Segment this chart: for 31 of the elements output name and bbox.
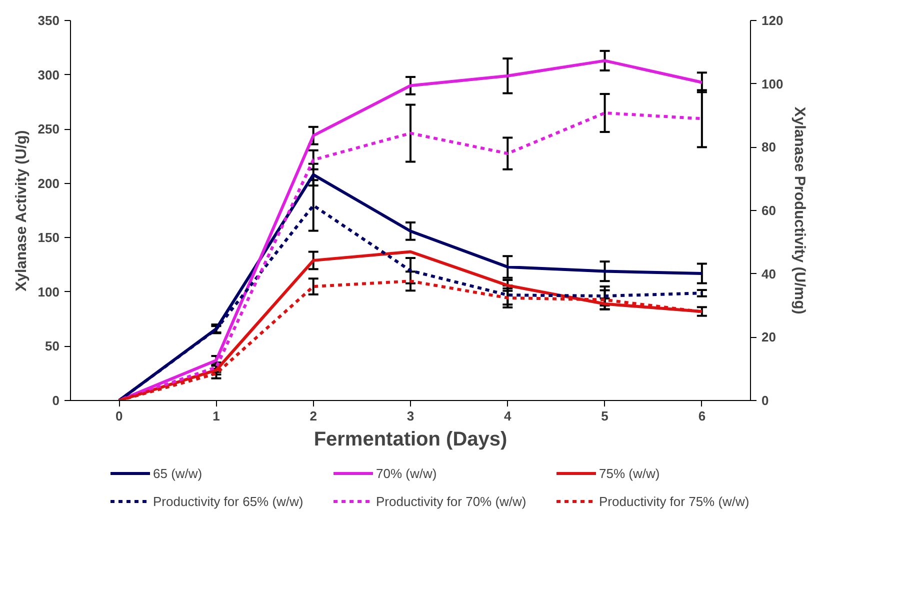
y2-tick-label: 0 [762, 393, 769, 408]
y2-tick-label: 100 [762, 76, 784, 92]
y2-tick-label: 60 [762, 203, 776, 218]
legend-label: Productivity for 75% (w/w) [599, 494, 750, 508]
legend-label: 70% (w/w) [376, 466, 438, 480]
legend-label: Productivity for 65% (w/w) [153, 494, 304, 508]
y-axis-title: Xylanase Activity (U/g) [12, 130, 30, 292]
y-tick-label: 200 [38, 176, 60, 191]
x-axis-title: Fermentation (Days) [314, 428, 508, 450]
y2-tick-label: 20 [762, 330, 776, 345]
y2-tick-label: 40 [762, 266, 776, 282]
y-tick-label: 0 [52, 393, 60, 408]
y-tick-label: 100 [38, 284, 60, 300]
x-tick-label: 4 [504, 408, 512, 424]
y-tick-label: 150 [38, 230, 60, 246]
x-tick-label: 2 [310, 408, 317, 424]
x-tick-label: 6 [698, 408, 706, 424]
x-tick-label: 5 [601, 408, 608, 424]
legend-label: Productivity for 70% (w/w) [376, 494, 528, 508]
y2-axis-title: Xylanase Productivity (U/mg) [791, 106, 808, 314]
y-tick-label: 250 [38, 122, 60, 137]
y-tick-label: 50 [45, 338, 60, 354]
x-tick-label: 1 [212, 408, 220, 424]
y-tick-label: 350 [38, 13, 60, 28]
x-tick-label: 3 [406, 408, 414, 424]
y2-tick-label: 120 [762, 13, 784, 28]
x-tick-label: 0 [115, 408, 123, 424]
y-tick-label: 300 [38, 67, 60, 82]
legend-label: 65 (w/w) [153, 466, 204, 480]
y2-tick-label: 80 [762, 140, 776, 155]
legend-label: 75% (w/w) [599, 466, 661, 480]
